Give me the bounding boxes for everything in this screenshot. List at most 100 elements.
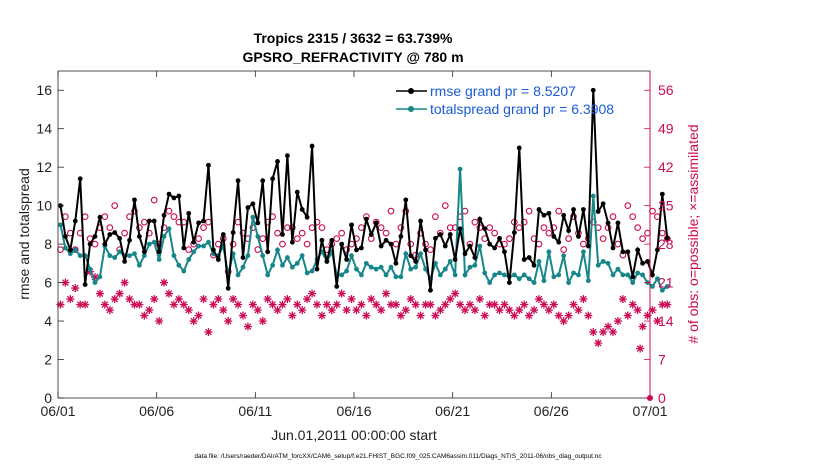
rmse-point	[585, 243, 591, 249]
rmse-point	[250, 201, 256, 207]
rmse-point	[664, 235, 670, 241]
obs-possible-point	[506, 235, 513, 242]
totalspread-point	[457, 166, 463, 172]
totalspread-point	[240, 264, 246, 270]
rmse-point	[428, 287, 433, 293]
totalspread-point	[433, 260, 438, 266]
obs-assimilated-point	[179, 300, 188, 309]
rmse-point	[556, 239, 562, 245]
rmse-point	[581, 207, 586, 212]
rmse-point	[502, 249, 507, 255]
y-right-tick-label: 28	[658, 236, 674, 252]
asterisk-stroke	[639, 323, 646, 330]
totalspread-point	[289, 264, 295, 270]
totalspread-point	[472, 262, 478, 268]
totalspread-point	[265, 272, 271, 278]
rmse-point	[354, 247, 359, 253]
asterisk-stroke	[387, 301, 395, 308]
obs-assimilated-point	[633, 306, 642, 315]
asterisk-stroke	[175, 295, 183, 303]
rmse-point	[576, 234, 581, 239]
obs-assimilated-point	[293, 300, 302, 309]
rmse-point	[176, 193, 182, 199]
obs-assimilated-point	[95, 289, 104, 298]
rmse-point	[610, 245, 616, 251]
asterisk-stroke	[550, 301, 558, 308]
totalspread-point	[245, 253, 251, 259]
rmse-point	[546, 210, 552, 216]
asterisk-stroke	[185, 306, 193, 314]
obs-assimilated-point	[564, 311, 573, 320]
y-left-tick-label: 10	[36, 198, 52, 214]
asterisk-stroke	[481, 312, 489, 319]
totalspread-point	[275, 247, 280, 253]
obs-possible-point	[200, 224, 207, 231]
rmse-point	[487, 241, 493, 247]
rmse-point	[625, 249, 631, 255]
asterisk-stroke	[446, 295, 454, 303]
asterisk-stroke	[594, 339, 602, 347]
obs-possible-point	[565, 235, 572, 242]
y-right-tick-label: 21	[658, 275, 674, 291]
totalspread-point	[403, 251, 409, 257]
footer-data-file: data file: /Users/raeder/DAI/ATM_forcXX/…	[194, 453, 602, 460]
totalspread-point	[635, 270, 641, 276]
asterisk-stroke	[575, 306, 582, 314]
rmse-point	[220, 232, 226, 237]
asterisk-stroke	[259, 317, 267, 325]
totalspread-point	[605, 260, 611, 266]
totalspread-point	[58, 222, 63, 228]
obs-assimilated-point	[515, 306, 524, 315]
rmse-point	[526, 255, 532, 260]
obs-possible-point	[303, 240, 311, 248]
obs-assimilated-point	[189, 317, 198, 326]
rmse-point	[132, 197, 137, 203]
obs-assimilated-point	[594, 339, 603, 348]
asterisk-stroke	[210, 301, 217, 308]
totalspread-point	[141, 253, 147, 259]
obs-assimilated-point	[530, 306, 539, 315]
totalspread-point	[492, 272, 497, 278]
totalspread-point	[521, 272, 527, 278]
obs-assimilated-point	[140, 311, 149, 320]
obs-possible-point	[111, 202, 119, 209]
totalspread-point	[477, 243, 483, 249]
obs-assimilated-point	[426, 300, 435, 309]
asterisk-stroke	[580, 295, 587, 303]
asterisk-stroke	[358, 301, 365, 308]
asterisk-stroke	[530, 306, 538, 314]
obs-assimilated-point	[490, 300, 499, 309]
asterisk-stroke	[180, 301, 188, 308]
obs-assimilated-point	[574, 306, 583, 315]
asterisk-stroke	[343, 306, 350, 314]
rmse-point	[329, 237, 335, 243]
totalspread-point	[408, 266, 414, 272]
rmse-point	[378, 243, 384, 249]
rmse-point	[541, 212, 547, 218]
totalspread-point	[260, 253, 266, 259]
obs-assimilated-point	[342, 306, 351, 315]
asterisk-stroke	[584, 312, 592, 319]
rmse-point	[359, 245, 364, 251]
obs-possible-point	[150, 196, 158, 204]
rmse-point	[265, 249, 271, 255]
rmse-point	[171, 195, 177, 201]
obs-assimilated-point	[66, 295, 75, 304]
totalspread-point	[97, 274, 103, 280]
obs-possible-point	[634, 224, 642, 231]
obs-assimilated-point	[636, 344, 645, 353]
obs-assimilated-point	[549, 300, 558, 309]
y-axis-right-label: # of obs: o=possible; ×=assimilated	[685, 124, 701, 343]
totalspread-point	[280, 262, 285, 268]
rmse-point	[334, 284, 340, 289]
obs-assimilated-point	[263, 295, 272, 304]
rmse-point	[635, 247, 641, 253]
y-right-tick-label: 7	[658, 352, 666, 368]
rmse-point	[141, 249, 147, 255]
asterisk-stroke	[234, 301, 242, 308]
asterisk-stroke	[81, 301, 89, 308]
rmse-point	[521, 257, 527, 262]
obs-possible-point	[520, 218, 528, 226]
totalspread-point	[561, 253, 567, 259]
obs-possible-point	[525, 207, 533, 215]
